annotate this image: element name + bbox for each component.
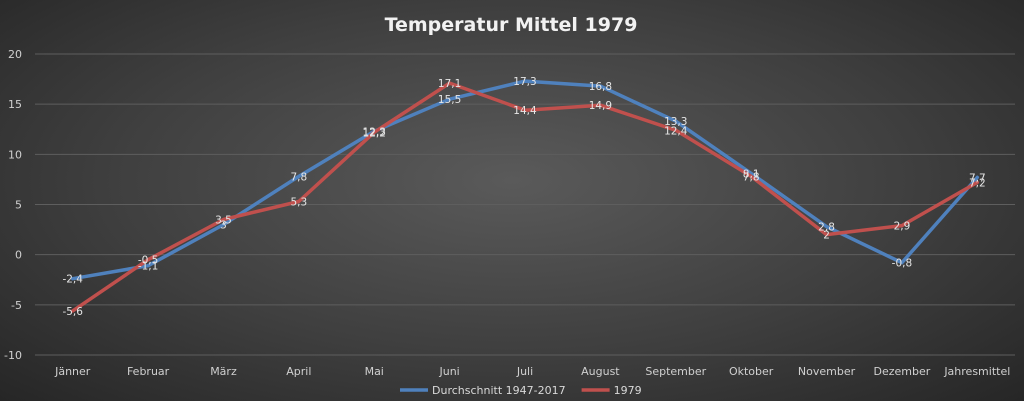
x-tick-label: September <box>645 365 706 378</box>
data-label: 8,1 <box>743 168 760 180</box>
data-label: 5,3 <box>290 196 307 208</box>
data-label: 7,8 <box>290 171 307 183</box>
data-label: 2,9 <box>894 221 911 233</box>
data-label: 3 <box>220 220 227 232</box>
x-tick-label: April <box>286 365 311 378</box>
series-line-1 <box>70 79 980 281</box>
legend-label: 1979 <box>614 384 642 397</box>
x-tick-label: Juli <box>516 365 533 378</box>
data-label: 14,4 <box>513 105 537 117</box>
data-label: 7,8 <box>743 171 760 183</box>
x-tick-label: November <box>798 365 856 378</box>
chart-title: Temperatur Mittel 1979 <box>385 14 638 36</box>
data-labels: -2,4 -1,1 3 7,8 12,3 15,5 17,3 16,8 13,3 8,1 2,8 -0… <box>62 76 985 318</box>
x-tick-label: Mai <box>365 365 384 378</box>
y-tick-label: 0 <box>15 249 22 262</box>
data-label: -0,5 <box>138 255 159 267</box>
data-label: 17,1 <box>438 78 461 90</box>
y-tick-label: -10 <box>4 349 22 362</box>
x-tick-label: Jänner <box>54 365 91 378</box>
data-label: 7,7 <box>969 172 986 184</box>
data-label: 12,4 <box>664 125 688 137</box>
data-label: 7,2 <box>969 177 986 189</box>
data-label: 3,5 <box>215 215 232 227</box>
data-label: -1,1 <box>138 261 159 273</box>
data-label: 12,2 <box>363 127 386 139</box>
x-tick-label: Juni <box>438 365 459 378</box>
data-label: 2,8 <box>818 222 835 234</box>
legend: Durchschnitt 1947-2017 1979 <box>400 384 642 397</box>
y-tick-label: 5 <box>15 199 22 212</box>
x-tick-label: März <box>210 365 237 378</box>
gridlines <box>35 53 1015 356</box>
data-label: 2 <box>823 230 830 242</box>
series-lines <box>70 79 980 313</box>
x-tick-label: Februar <box>127 365 170 378</box>
data-label: -5,6 <box>62 306 83 318</box>
data-label: 17,3 <box>513 76 536 88</box>
data-label: 13,3 <box>664 116 687 128</box>
x-tick-label: August <box>581 365 620 378</box>
x-tick-label: Dezember <box>874 365 931 378</box>
data-label: -0,8 <box>892 258 913 270</box>
x-tick-label: Oktober <box>729 365 774 378</box>
y-tick-label: 10 <box>8 148 22 161</box>
x-tick-label: Jahresmittel <box>943 365 1010 378</box>
data-label: 12,3 <box>363 126 386 138</box>
y-axis-ticks: -10 -5 0 5 10 15 20 <box>4 48 22 362</box>
y-tick-label: 20 <box>8 48 22 61</box>
y-tick-label: -5 <box>11 299 22 312</box>
series-line-2 <box>70 81 980 313</box>
data-label: 14,9 <box>589 100 612 112</box>
data-label: 16,8 <box>589 81 612 93</box>
y-tick-label: 15 <box>8 98 22 111</box>
data-label: 15,5 <box>438 94 461 106</box>
legend-label: Durchschnitt 1947-2017 <box>432 384 566 397</box>
data-label: -2,4 <box>62 274 83 286</box>
x-axis-ticks: Jänner Februar März April Mai Juni Juli August S… <box>54 365 1010 378</box>
